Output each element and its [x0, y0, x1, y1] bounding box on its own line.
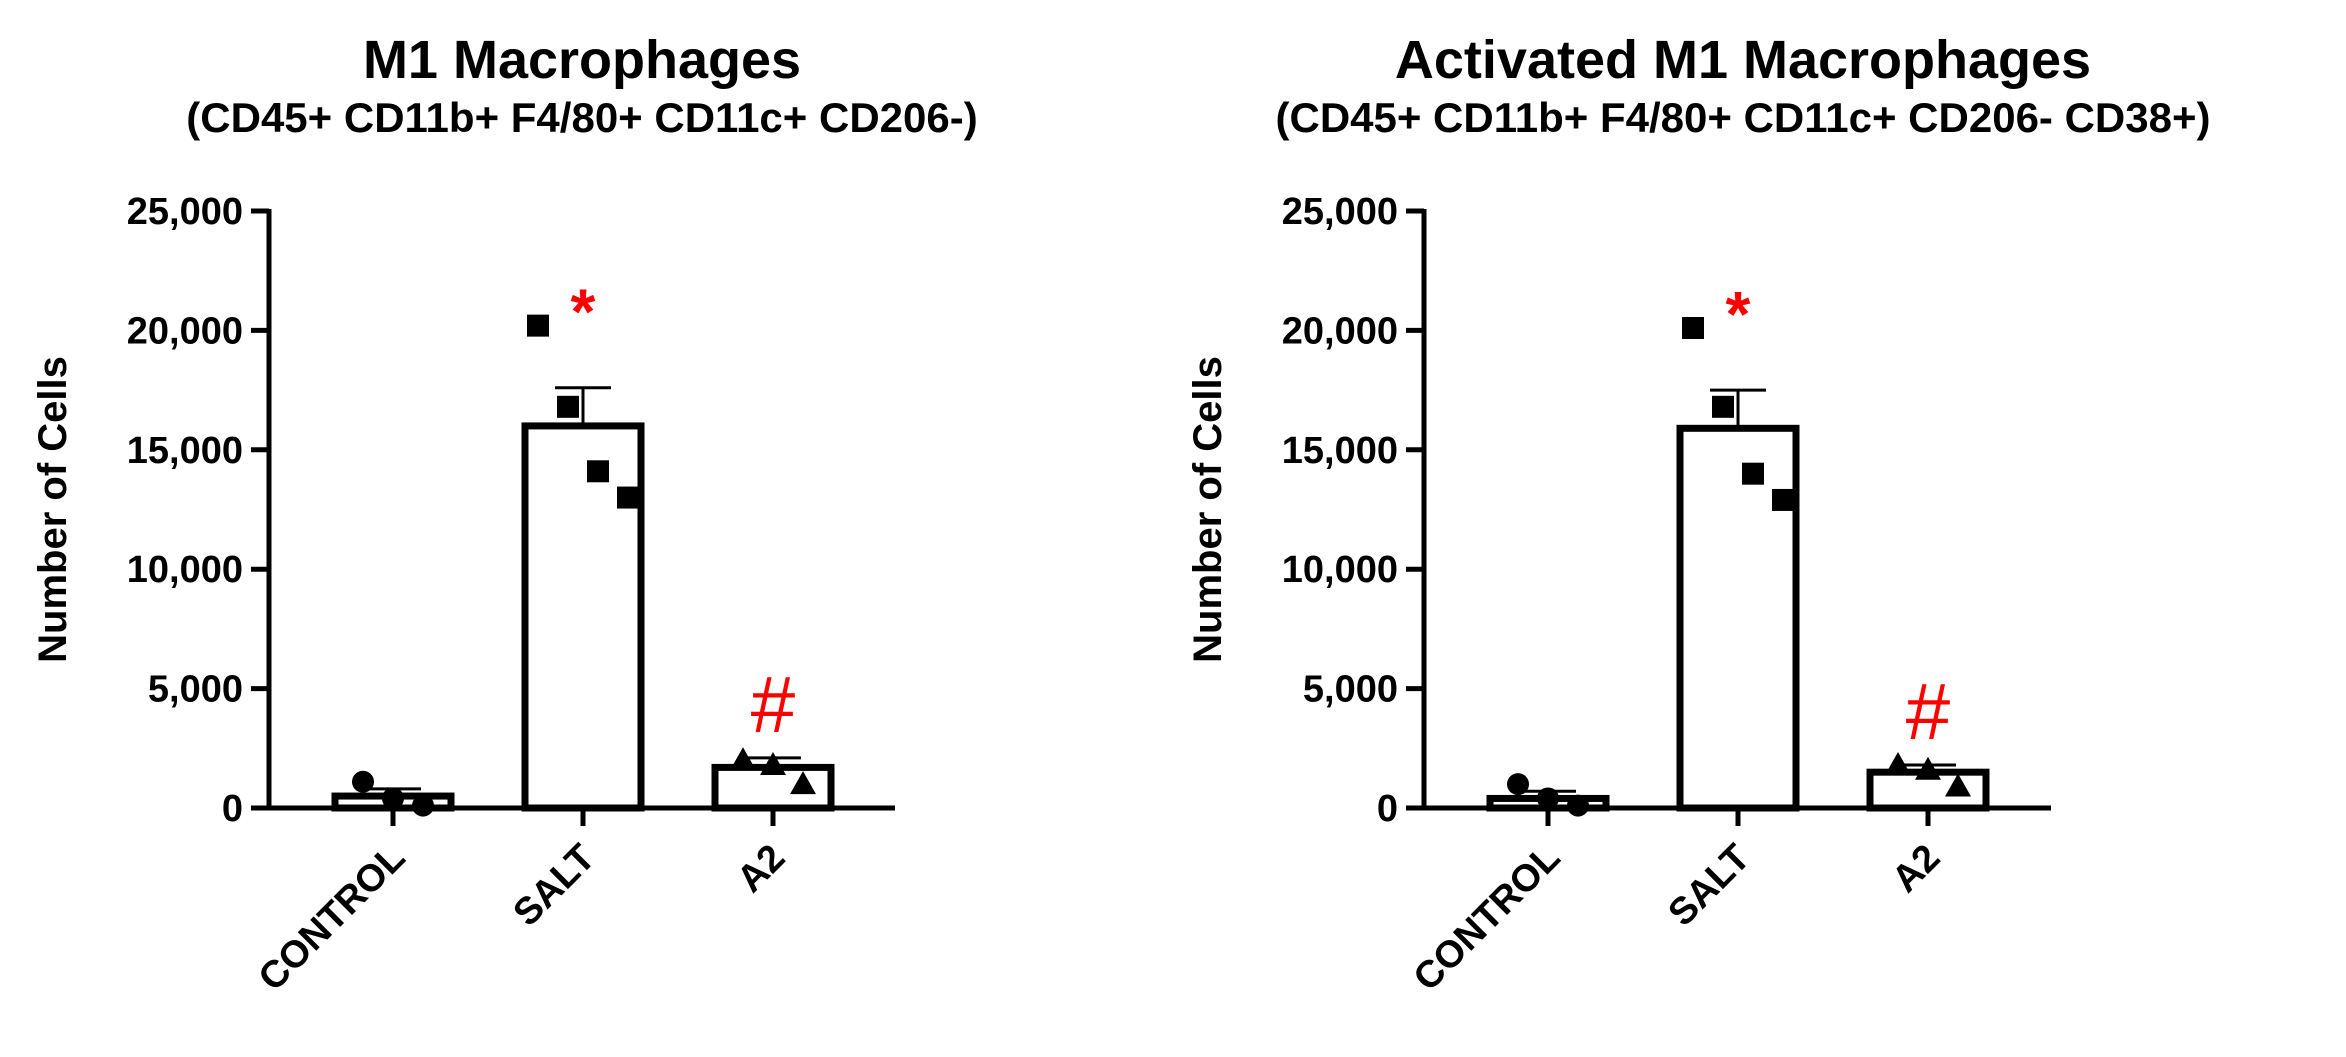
error-bar — [1710, 388, 1766, 429]
y-tick-label: 15,000 — [127, 430, 243, 472]
annotation: * — [1726, 278, 1751, 350]
x-tick-label: A2 — [729, 837, 793, 901]
data-point — [1682, 317, 1704, 340]
y-tick-label: 25,000 — [1282, 191, 1398, 233]
data-point — [527, 314, 549, 337]
chart-title: Activated M1 Macrophages — [1395, 30, 2091, 90]
data-point — [1712, 395, 1734, 418]
data-point — [1742, 462, 1764, 485]
x-tick-label: SALT — [505, 837, 603, 935]
x-tick-label: CONTROL — [251, 837, 414, 1000]
y-axis-label: Number of Cells — [1186, 356, 1230, 663]
y-tick-label: 10,000 — [127, 549, 243, 591]
data-point — [587, 460, 609, 483]
bar — [1676, 424, 1800, 812]
x-tick-label: CONTROL — [1406, 837, 1569, 1000]
y-tick-label: 0 — [222, 788, 243, 830]
data-point — [1567, 794, 1589, 817]
chart-subtitle: (CD45+ CD11b+ F4/80+ CD11c+ CD206- CD38+… — [1276, 94, 2211, 141]
y-axis-label: Number of Cells — [31, 356, 75, 663]
data-point — [557, 395, 579, 418]
y-tick-label: 0 — [1377, 788, 1398, 830]
data-point — [617, 486, 639, 509]
y-tick-label: 20,000 — [1282, 310, 1398, 352]
data-point — [1507, 773, 1529, 796]
data-point — [352, 770, 374, 793]
data-point — [1915, 756, 1941, 780]
y-tick-label: 20,000 — [127, 310, 243, 352]
x-tick-label: A2 — [1884, 837, 1948, 901]
data-point — [730, 747, 756, 771]
data-point — [1537, 787, 1559, 810]
data-point — [1772, 488, 1794, 511]
annotation: # — [1906, 667, 1951, 756]
y-tick-label: 10,000 — [1282, 549, 1398, 591]
x-tick-label: SALT — [1660, 837, 1758, 935]
annotation: * — [571, 276, 596, 348]
data-point — [790, 771, 816, 795]
chart-title: M1 Macrophages — [363, 30, 801, 90]
data-point — [412, 794, 434, 817]
error-bar — [555, 386, 611, 426]
y-tick-label: 5,000 — [148, 669, 243, 711]
annotation: # — [751, 660, 796, 749]
data-point — [382, 787, 404, 810]
data-point — [760, 752, 786, 776]
y-tick-label: 5,000 — [1303, 669, 1398, 711]
y-tick-label: 15,000 — [1282, 430, 1398, 472]
data-point — [1885, 752, 1911, 776]
y-tick-label: 25,000 — [127, 191, 243, 233]
bar — [521, 422, 645, 812]
chart-subtitle: (CD45+ CD11b+ F4/80+ CD11c+ CD206-) — [186, 94, 977, 141]
data-point — [1945, 773, 1971, 797]
